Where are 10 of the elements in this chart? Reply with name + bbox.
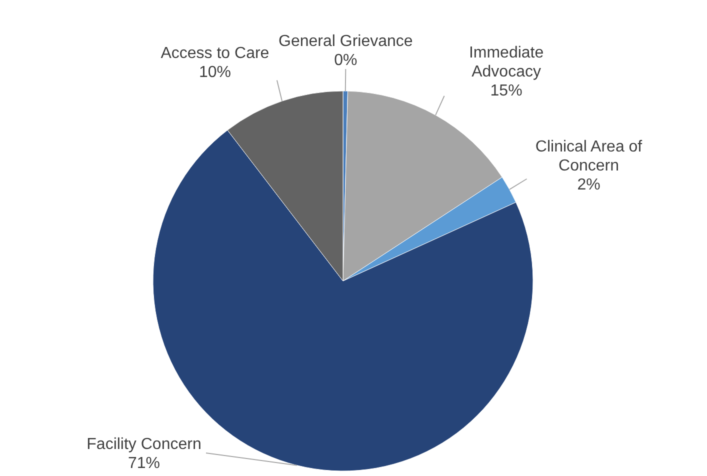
data-label: 10% (198, 64, 231, 82)
slice-label: Facility Concern (86, 436, 202, 453)
data-label: 2% (577, 176, 600, 194)
data-label: 71% (128, 455, 160, 472)
slice-label: General Grievance (278, 33, 413, 50)
slice-label: Immediate Advocacy (468, 44, 544, 80)
slice-label: Access to Care (160, 45, 270, 62)
data-label: 15% (490, 82, 522, 100)
data-label: 0% (334, 52, 358, 70)
slice-label: Clinical Area of Concern (535, 138, 643, 175)
